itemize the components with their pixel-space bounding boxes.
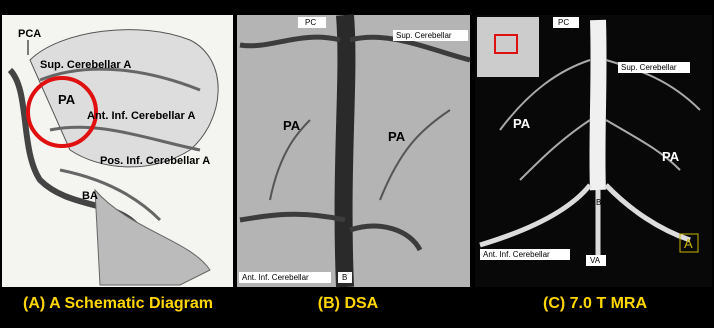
label: Sup. Cerebellar: [396, 31, 452, 40]
label: PCA: [18, 28, 41, 40]
panel-a: PCA Sup. Cerebellar A PA Ant. Inf. Cereb…: [2, 15, 233, 287]
inset-highlight: [494, 34, 518, 54]
label: VA: [590, 256, 601, 265]
small-branches: [499, 59, 701, 181]
label: B: [596, 198, 601, 207]
small-branches: [269, 109, 451, 201]
label-box: [480, 249, 570, 260]
panel-b: PC Sup. Cerebellar PA PA Ant. Inf. Cereb…: [237, 14, 471, 288]
label: PA: [388, 129, 406, 144]
label: Ant. Inf. Cerebellar A: [87, 110, 195, 122]
label-box: [393, 30, 468, 41]
basilar: [334, 14, 356, 288]
label-box: [239, 272, 331, 283]
label: Pos. Inf. Cerebellar A: [100, 155, 210, 167]
caption: (C) 7.0 T MRA: [543, 295, 647, 312]
label: Sup. Cerebellar: [621, 63, 677, 72]
label: Ant. Inf. Cerebellar: [242, 273, 309, 282]
basilar: [589, 19, 607, 191]
inset: [477, 17, 539, 77]
caption: (A) A Schematic Diagram: [23, 295, 213, 312]
label-box: [298, 17, 326, 28]
highlight-circle: [26, 76, 98, 148]
label-box: [618, 62, 690, 73]
label: PA: [662, 149, 680, 164]
label: Ant. Inf. Cerebellar: [483, 250, 550, 259]
branches: [239, 34, 471, 252]
label: B: [342, 273, 347, 282]
bone: [94, 188, 211, 286]
label: PC: [305, 18, 316, 27]
label: A: [684, 236, 693, 251]
label-box: [338, 272, 352, 283]
panel-c: PC Sup. Cerebellar PA PA B Ant. Inf. Cer…: [475, 15, 712, 287]
cerebellum: [29, 29, 219, 168]
label: PA: [513, 116, 531, 131]
label-box: [586, 255, 606, 266]
label-box: [679, 233, 699, 253]
label: PA: [283, 118, 301, 133]
vessels: [39, 67, 201, 222]
label: BA: [82, 190, 98, 202]
label: PC: [558, 18, 569, 27]
label-box: [553, 17, 579, 28]
label: Sup. Cerebellar A: [40, 59, 131, 71]
label: PA: [58, 92, 76, 107]
caption: (B) DSA: [318, 295, 379, 312]
